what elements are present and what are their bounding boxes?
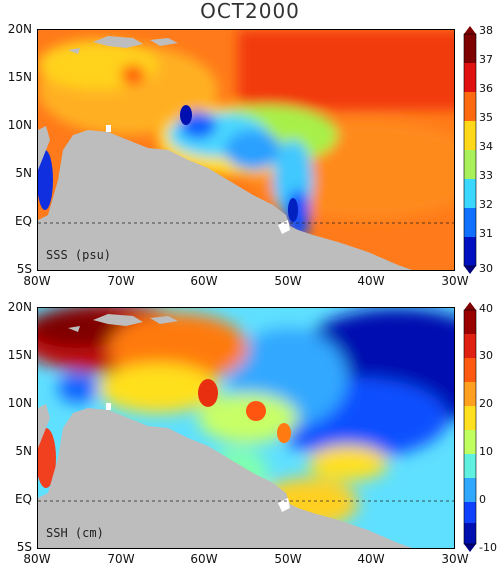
lon-label-30w-b: 30W	[441, 552, 469, 566]
lon-label-30w: 30W	[441, 274, 469, 288]
lon-label-70w-b: 70W	[107, 552, 135, 566]
lon-label-70w: 70W	[107, 274, 135, 288]
ssh-cbar-label-minus10: -10	[479, 541, 497, 554]
lat-label-5s: 5S	[16, 262, 32, 276]
sss-cbar-label-36: 36	[479, 82, 493, 95]
ssh-panel-label: SSH (cm)	[46, 526, 104, 540]
lon-label-40w-b: 40W	[357, 552, 385, 566]
ssh-cbar-label-20: 20	[479, 397, 493, 410]
sss-cbar-label-30: 30	[479, 262, 493, 275]
sss-cbar-label-38: 38	[479, 24, 493, 37]
lat-label-5n: 5N	[15, 166, 32, 180]
sss-panel-label: SSS (psu)	[46, 248, 112, 262]
lat-label-5n-b: 5N	[15, 444, 32, 458]
sss-map-panel: SSS (psu)	[37, 29, 455, 271]
lon-label-50w-b: 50W	[274, 552, 302, 566]
sss-cbar-label-34: 34	[479, 140, 493, 153]
ssh-map-panel: SSH (cm)	[37, 307, 455, 549]
lon-label-80w: 80W	[23, 274, 51, 288]
lat-label-15n-b: 15N	[7, 348, 32, 362]
lat-label-20n-b: 20N	[7, 300, 32, 314]
lon-label-60w-b: 60W	[190, 552, 218, 566]
lat-label-eq-b: EQ	[14, 492, 32, 506]
lon-label-80w-b: 80W	[23, 552, 51, 566]
sss-cbar-label-32: 32	[479, 198, 493, 211]
ssh-cbar-label-40: 40	[479, 302, 493, 315]
lat-label-20n: 20N	[7, 22, 32, 36]
lat-label-10n-b: 10N	[7, 396, 32, 410]
lon-label-50w: 50W	[274, 274, 302, 288]
lat-label-5s-b: 5S	[16, 540, 32, 554]
caribbean-islands	[68, 36, 178, 54]
sss-colorbar	[463, 26, 477, 274]
caribbean-islands-ssh	[68, 314, 178, 332]
sss-cbar-label-31: 31	[479, 227, 493, 240]
sss-cbar-label-37: 37	[479, 53, 493, 66]
lon-label-60w: 60W	[190, 274, 218, 288]
ssh-colorbar	[463, 302, 477, 552]
sss-cbar-label-33: 33	[479, 169, 493, 182]
lat-label-15n: 15N	[7, 70, 32, 84]
south-america-landmass-ssh	[38, 408, 413, 548]
lat-label-10n: 10N	[7, 118, 32, 132]
south-america-landmass	[38, 130, 413, 270]
ssh-cbar-label-10: 10	[479, 445, 493, 458]
ssh-cbar-label-0: 0	[479, 493, 486, 506]
sss-cbar-label-35: 35	[479, 111, 493, 124]
lon-label-40w: 40W	[357, 274, 385, 288]
ssh-cbar-label-30: 30	[479, 349, 493, 362]
figure-title: OCT2000	[200, 0, 300, 23]
lat-label-eq: EQ	[14, 214, 32, 228]
